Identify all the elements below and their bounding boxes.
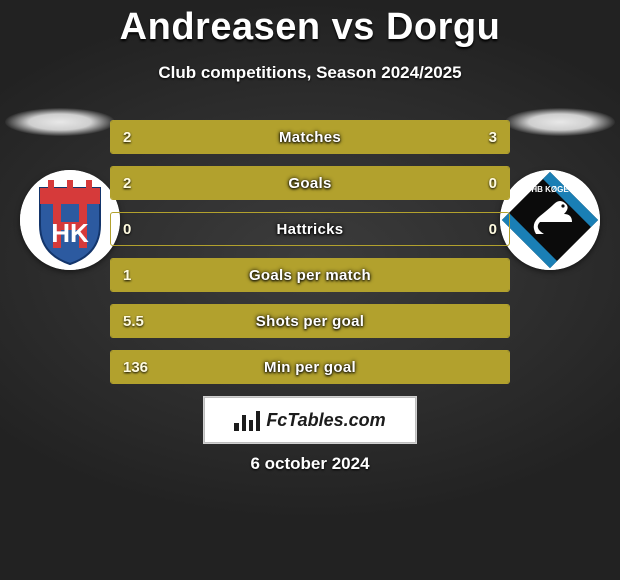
club-badge-left: HK (20, 170, 120, 270)
svg-text:HK: HK (51, 218, 89, 248)
hobro-shield-icon: HK (20, 170, 120, 270)
stat-label: Hattricks (111, 213, 509, 245)
svg-text:HB KØGE: HB KØGE (531, 185, 569, 194)
stat-row: 5.5Shots per goal (110, 304, 510, 338)
stats-container: 23Matches 20Goals 00Hattricks 1Goals per ma… (110, 120, 510, 396)
stat-label: Shots per goal (111, 305, 509, 337)
shadow-ellipse-right (505, 108, 615, 136)
comparison-card: Andreasen vs Dorgu Club competitions, Se… (0, 0, 620, 580)
hb-koge-badge-icon: HB KØGE (500, 170, 600, 270)
page-title: Andreasen vs Dorgu (0, 0, 620, 49)
shadow-ellipse-left (5, 108, 115, 136)
stat-label: Matches (111, 121, 509, 153)
subtitle: Club competitions, Season 2024/2025 (0, 63, 620, 83)
stat-label: Goals (111, 167, 509, 199)
club-badge-right: HB KØGE (500, 170, 600, 270)
stat-row: 136Min per goal (110, 350, 510, 384)
stat-row: 1Goals per match (110, 258, 510, 292)
stat-row: 23Matches (110, 120, 510, 154)
stat-row: 20Goals (110, 166, 510, 200)
stat-label: Goals per match (111, 259, 509, 291)
fctables-logo-icon (234, 409, 260, 431)
stat-row: 00Hattricks (110, 212, 510, 246)
fctables-label: FcTables.com (266, 410, 385, 431)
fctables-watermark[interactable]: FcTables.com (203, 396, 417, 444)
snapshot-date: 6 october 2024 (0, 454, 620, 474)
stat-label: Min per goal (111, 351, 509, 383)
